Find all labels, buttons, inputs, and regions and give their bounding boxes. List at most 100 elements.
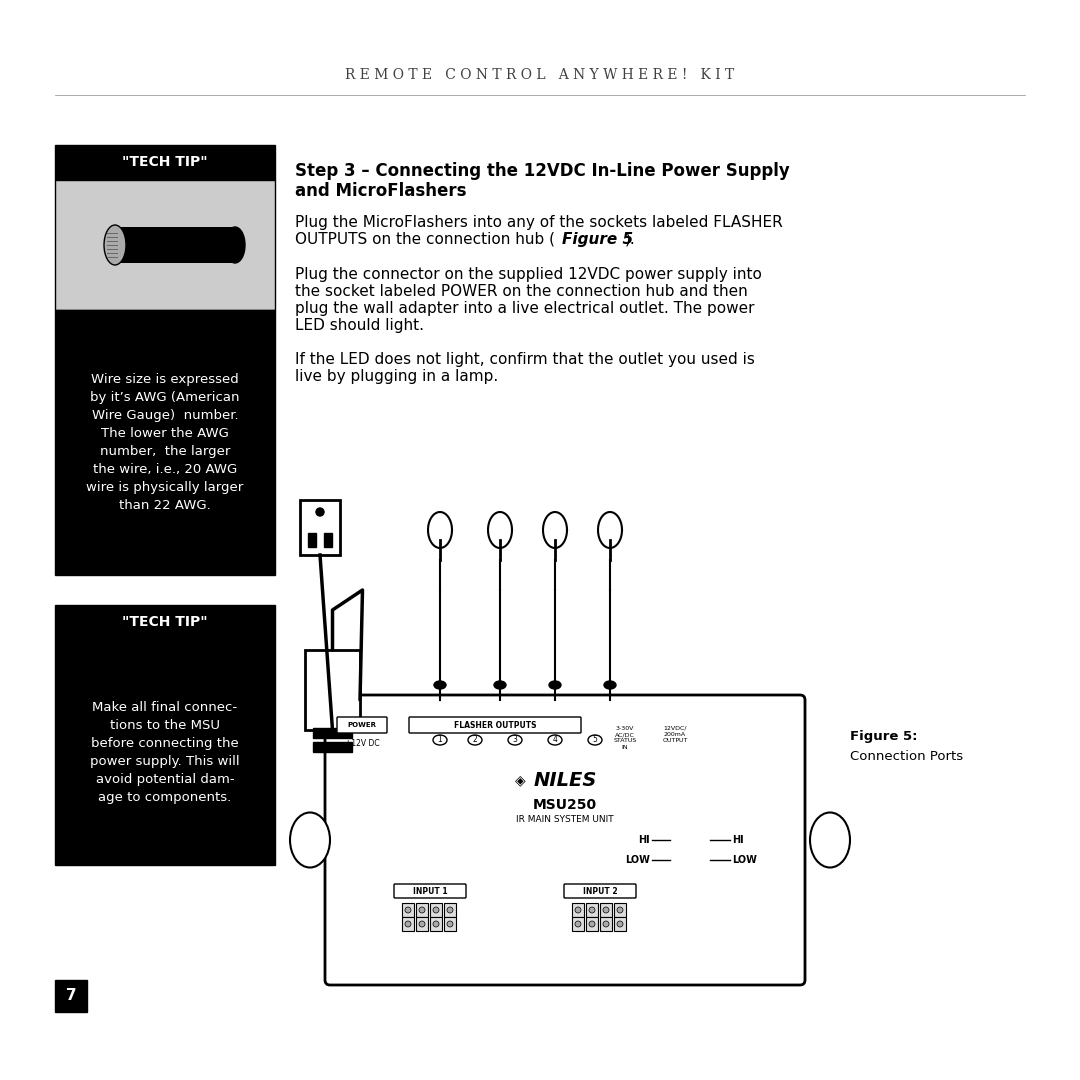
Bar: [305, 650, 360, 730]
Text: If the LED does not light, confirm that the outlet you used is: If the LED does not light, confirm that …: [295, 352, 755, 367]
Bar: [586, 917, 598, 931]
Text: IR MAIN SYSTEM UNIT: IR MAIN SYSTEM UNIT: [516, 815, 613, 824]
Text: Plug the MicroFlashers into any of the sockets labeled FLASHER: Plug the MicroFlashers into any of the s…: [295, 215, 783, 230]
FancyBboxPatch shape: [564, 885, 636, 897]
Ellipse shape: [291, 812, 330, 867]
Bar: [586, 903, 598, 917]
Text: Wire size is expressed
by it’s AWG (American
Wire Gauge)  number.
The lower the : Wire size is expressed by it’s AWG (Amer…: [86, 373, 244, 512]
Bar: [313, 728, 352, 738]
Ellipse shape: [589, 907, 595, 913]
Text: ).: ).: [625, 232, 636, 247]
Text: 5: 5: [593, 735, 597, 744]
Ellipse shape: [433, 735, 447, 745]
Text: 2: 2: [473, 735, 477, 744]
Bar: [324, 534, 332, 546]
Text: "TECH TIP": "TECH TIP": [122, 156, 207, 170]
Polygon shape: [488, 512, 512, 548]
Bar: [444, 917, 456, 931]
Bar: [55, 180, 275, 310]
Text: live by plugging in a lamp.: live by plugging in a lamp.: [295, 369, 498, 384]
FancyBboxPatch shape: [325, 696, 805, 985]
Text: R E M O T E   C O N T R O L   A N Y W H E R E !   K I T: R E M O T E C O N T R O L A N Y W H E R …: [346, 68, 734, 82]
Bar: [615, 903, 626, 917]
Text: Figure 5: Figure 5: [562, 232, 633, 247]
Ellipse shape: [494, 681, 507, 689]
Ellipse shape: [419, 907, 426, 913]
Bar: [114, 227, 235, 264]
Ellipse shape: [104, 225, 126, 265]
Ellipse shape: [617, 921, 623, 927]
Text: LOW: LOW: [732, 855, 757, 865]
Text: 7: 7: [66, 988, 77, 1003]
Text: 3-30V
AC/DC
STATUS
IN: 3-30V AC/DC STATUS IN: [613, 726, 636, 750]
Ellipse shape: [810, 812, 850, 867]
Ellipse shape: [433, 921, 438, 927]
FancyBboxPatch shape: [337, 717, 387, 733]
Bar: [572, 903, 584, 917]
Text: HI: HI: [732, 835, 744, 845]
Ellipse shape: [589, 921, 595, 927]
Ellipse shape: [548, 735, 562, 745]
Text: 1: 1: [437, 735, 443, 744]
Ellipse shape: [434, 681, 446, 689]
Ellipse shape: [603, 907, 609, 913]
Bar: [308, 534, 316, 546]
Ellipse shape: [405, 907, 411, 913]
Bar: [55, 310, 275, 575]
Ellipse shape: [575, 921, 581, 927]
Text: INPUT 1: INPUT 1: [413, 887, 447, 895]
Text: Connection Ports: Connection Ports: [850, 750, 963, 762]
Text: MSU250: MSU250: [532, 798, 597, 812]
Text: POWER: POWER: [348, 723, 377, 728]
Polygon shape: [543, 512, 567, 548]
Text: Figure 5:: Figure 5:: [850, 730, 918, 743]
Bar: [416, 917, 428, 931]
Ellipse shape: [316, 508, 324, 516]
Text: and MicroFlashers: and MicroFlashers: [295, 183, 467, 200]
FancyBboxPatch shape: [394, 885, 465, 897]
Ellipse shape: [603, 921, 609, 927]
Bar: [313, 742, 352, 752]
Bar: [430, 917, 442, 931]
Ellipse shape: [508, 735, 522, 745]
Text: Step 3 – Connecting the 12VDC In-Line Power Supply: Step 3 – Connecting the 12VDC In-Line Po…: [295, 162, 789, 180]
Bar: [430, 903, 442, 917]
Ellipse shape: [447, 921, 453, 927]
Text: HI: HI: [638, 835, 650, 845]
Text: FLASHER OUTPUTS: FLASHER OUTPUTS: [454, 720, 537, 729]
Text: 3: 3: [513, 735, 517, 744]
Text: 12VDC/
200mA
OUTPUT: 12VDC/ 200mA OUTPUT: [662, 726, 688, 743]
Text: +12V DC: +12V DC: [345, 739, 379, 747]
Text: ◈: ◈: [515, 773, 525, 787]
Text: plug the wall adapter into a live electrical outlet. The power: plug the wall adapter into a live electr…: [295, 301, 755, 316]
Bar: [55, 145, 275, 180]
Text: 4: 4: [553, 735, 557, 744]
Ellipse shape: [225, 227, 245, 264]
Ellipse shape: [604, 681, 616, 689]
Ellipse shape: [575, 907, 581, 913]
Text: Plug the connector on the supplied 12VDC power supply into: Plug the connector on the supplied 12VDC…: [295, 267, 761, 282]
Text: OUTPUTS on the connection hub (: OUTPUTS on the connection hub (: [295, 232, 555, 247]
Ellipse shape: [405, 921, 411, 927]
Text: "TECH TIP": "TECH TIP": [122, 616, 207, 630]
Text: NILES: NILES: [534, 770, 596, 789]
Ellipse shape: [447, 907, 453, 913]
Bar: [444, 903, 456, 917]
Bar: [615, 917, 626, 931]
Ellipse shape: [588, 735, 602, 745]
Bar: [572, 917, 584, 931]
Bar: [600, 903, 612, 917]
Ellipse shape: [419, 921, 426, 927]
Bar: [600, 917, 612, 931]
Bar: [55, 605, 275, 640]
Text: LED should light.: LED should light.: [295, 318, 424, 333]
Polygon shape: [598, 512, 622, 548]
Ellipse shape: [468, 735, 482, 745]
Text: the socket labeled POWER on the connection hub and then: the socket labeled POWER on the connecti…: [295, 284, 747, 299]
Bar: [416, 903, 428, 917]
Bar: [402, 903, 414, 917]
Ellipse shape: [549, 681, 561, 689]
Text: Make all final connec-
tions to the MSU
before connecting the
power supply. This: Make all final connec- tions to the MSU …: [91, 701, 240, 804]
Polygon shape: [428, 512, 453, 548]
Bar: [55, 640, 275, 865]
